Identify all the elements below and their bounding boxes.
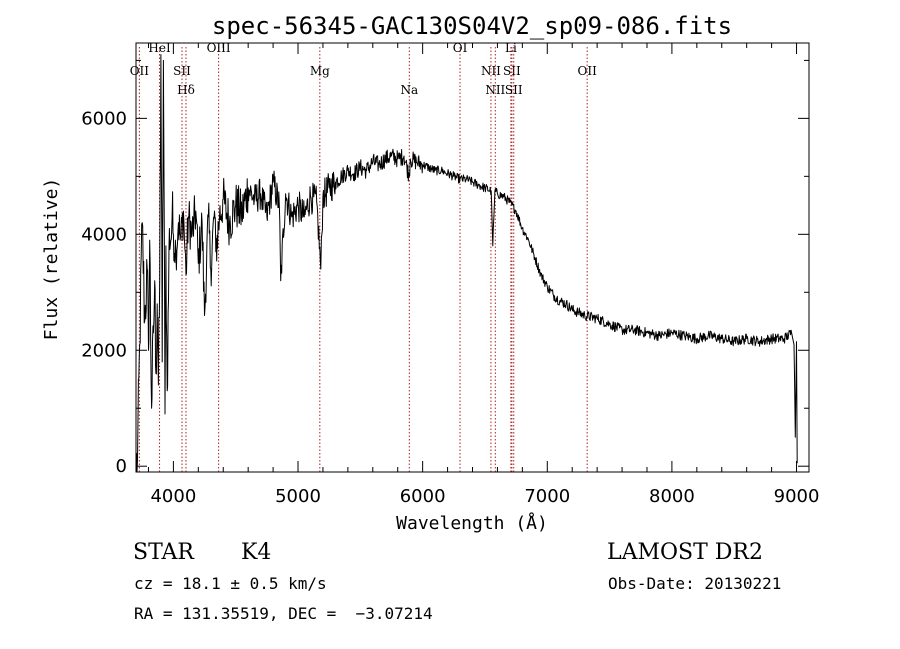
subclass-label: K4 [241, 540, 272, 565]
line-marker-label: Na [400, 83, 418, 97]
line-marker-label: SII [173, 64, 191, 78]
line-marker-label: SII [503, 64, 521, 78]
line-marker-label: OII [577, 64, 597, 78]
y-tick-label: 6000 [81, 108, 127, 129]
y-tick-label: 0 [116, 456, 127, 477]
line-marker-label: OI [453, 41, 468, 55]
spectrum-line [135, 54, 798, 473]
line-marker-label: Li [505, 41, 517, 55]
x-tick-label: 6000 [400, 486, 446, 507]
plot-frame [135, 42, 810, 473]
line-marker-label: NII [485, 83, 505, 97]
redshift-text: cz = 18.1 ± 0.5 km/s [134, 574, 327, 593]
chart-title: spec-56345-GAC130S04V2_sp09-086.fits [212, 12, 732, 40]
x-tick-label: 5000 [275, 486, 321, 507]
line-marker-label: HeI [148, 41, 171, 55]
line-marker-label: Mg [310, 64, 330, 78]
line-marker-label: Hδ [177, 83, 195, 97]
x-tick-label: 7000 [524, 486, 570, 507]
coordinates-text: RA = 131.35519, DEC = −3.07214 [134, 604, 433, 623]
y-axis-label: Flux (relative) [41, 178, 62, 341]
y-tick-label: 4000 [81, 224, 127, 245]
line-marker-label: NII [481, 64, 501, 78]
x-tick-label: 9000 [774, 486, 820, 507]
obs-date-text: Obs-Date: 20130221 [608, 574, 782, 593]
x-axis-label: Wavelength (Å) [396, 512, 548, 534]
survey-label: LAMOST DR2 [607, 540, 763, 565]
x-tick-label: 4000 [150, 486, 196, 507]
x-tick-label: 8000 [649, 486, 695, 507]
line-marker-label: SII [505, 83, 523, 97]
line-marker-label: OII [130, 64, 150, 78]
line-marker-label: OIII [207, 41, 231, 55]
y-tick-label: 2000 [81, 340, 127, 361]
class-label: STAR [133, 540, 194, 565]
